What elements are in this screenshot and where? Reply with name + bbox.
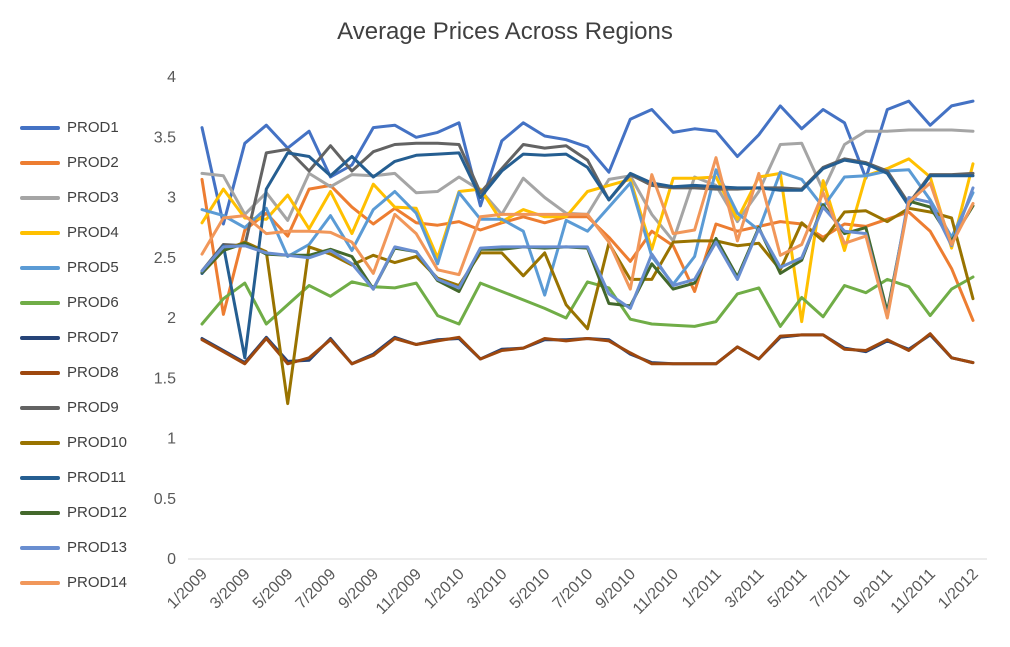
series-line-prod14: [200, 156, 975, 320]
legend-item-prod3: PROD3: [20, 180, 127, 215]
chart-title: Average Prices Across Regions: [337, 18, 673, 45]
legend-label: PROD4: [67, 224, 119, 241]
x-tick-label: 1/2011: [679, 566, 725, 612]
x-tick-label: 3/2009: [207, 566, 254, 613]
legend-item-prod6: PROD6: [20, 285, 127, 320]
legend-label: PROD8: [67, 364, 119, 381]
legend-swatch: [20, 370, 60, 375]
x-tick-labels: 1/20093/20095/20097/20099/200911/20091/2…: [164, 566, 982, 618]
legend-swatch: [20, 545, 60, 550]
legend-swatch: [20, 440, 60, 445]
y-tick-label: 3.5: [154, 129, 176, 146]
legend-item-prod2: PROD2: [20, 145, 127, 180]
legend-item-prod1: PROD1: [20, 110, 127, 145]
legend-swatch: [20, 230, 60, 235]
legend-swatch: [20, 580, 60, 585]
legend-label: PROD2: [67, 154, 119, 171]
x-tick-label: 1/2012: [935, 566, 982, 613]
legend-swatch: [20, 125, 60, 130]
x-tick-label: 3/2010: [464, 566, 511, 613]
legend-label: PROD1: [67, 119, 119, 136]
x-tick-label: 1/2009: [164, 566, 211, 613]
series-line-prod13: [200, 186, 975, 319]
y-tick-label: 0: [167, 551, 176, 568]
x-tick-label: 11/2009: [373, 566, 425, 618]
legend-swatch: [20, 160, 60, 165]
legend-label: PROD13: [67, 539, 128, 556]
legend-swatch: [20, 510, 60, 515]
x-tick-label: 11/2011: [888, 566, 939, 617]
x-tick-label: 7/2010: [550, 566, 597, 613]
legend-label: PROD10: [67, 434, 128, 451]
legend-label: PROD12: [67, 504, 128, 521]
legend-item-prod10: PROD10: [20, 425, 127, 460]
x-tick-label: 5/2009: [250, 566, 297, 613]
series-line-prod11: [200, 151, 975, 360]
legend-label: PROD14: [67, 574, 128, 591]
legend-item-prod5: PROD5: [20, 250, 127, 285]
legend-item-prod8: PROD8: [20, 355, 127, 390]
x-tick-label: 1/2010: [421, 566, 468, 613]
legend-item-prod11: PROD11: [20, 460, 127, 495]
series-line-prod6: [200, 275, 975, 328]
y-tick-label: 2.5: [154, 250, 176, 267]
y-tick-label: 2: [167, 310, 176, 327]
legend-swatch: [20, 265, 60, 270]
legend-item-prod14: PROD14: [20, 565, 127, 600]
legend-swatch: [20, 195, 60, 200]
legend-item-prod12: PROD12: [20, 495, 127, 530]
y-tick-label: 1.5: [154, 370, 176, 387]
x-tick-label: 5/2011: [765, 566, 811, 612]
y-tick-label: 0.5: [154, 491, 176, 508]
series-line-prod5: [200, 168, 975, 297]
series-line-prod10: [200, 206, 975, 406]
x-tick-label: 7/2011: [808, 566, 854, 612]
legend-label: PROD11: [67, 469, 126, 486]
legend-label: PROD7: [67, 329, 119, 346]
y-tick-label: 1: [167, 431, 176, 448]
legend: PROD1 PROD2 PROD3 PROD4 PROD5 PROD6 PROD7 PROD8…: [20, 110, 127, 600]
y-tick-label: 4: [167, 69, 176, 86]
legend-label: PROD3: [67, 189, 119, 206]
y-tick-labels: 0 0.5 1 1.5 2 2.5 3 3.5 4: [154, 69, 176, 568]
series-lines: [200, 99, 975, 406]
x-tick-label: 11/2010: [630, 566, 682, 618]
legend-item-prod7: PROD7: [20, 320, 127, 355]
legend-swatch: [20, 300, 60, 305]
x-tick-label: 5/2010: [507, 566, 554, 613]
legend-swatch: [20, 335, 60, 340]
series-line-prod8: [200, 332, 975, 366]
legend-label: PROD5: [67, 259, 119, 276]
legend-label: PROD6: [67, 294, 119, 311]
legend-swatch: [20, 475, 60, 480]
series-line-prod4: [200, 157, 975, 324]
legend-item-prod4: PROD4: [20, 215, 127, 250]
legend-swatch: [20, 405, 60, 410]
legend-label: PROD9: [67, 399, 119, 416]
x-tick-label: 7/2009: [293, 566, 340, 613]
legend-item-prod9: PROD9: [20, 390, 127, 425]
y-tick-label: 3: [167, 190, 176, 207]
legend-item-prod13: PROD13: [20, 530, 127, 565]
x-tick-label: 3/2011: [722, 566, 768, 612]
